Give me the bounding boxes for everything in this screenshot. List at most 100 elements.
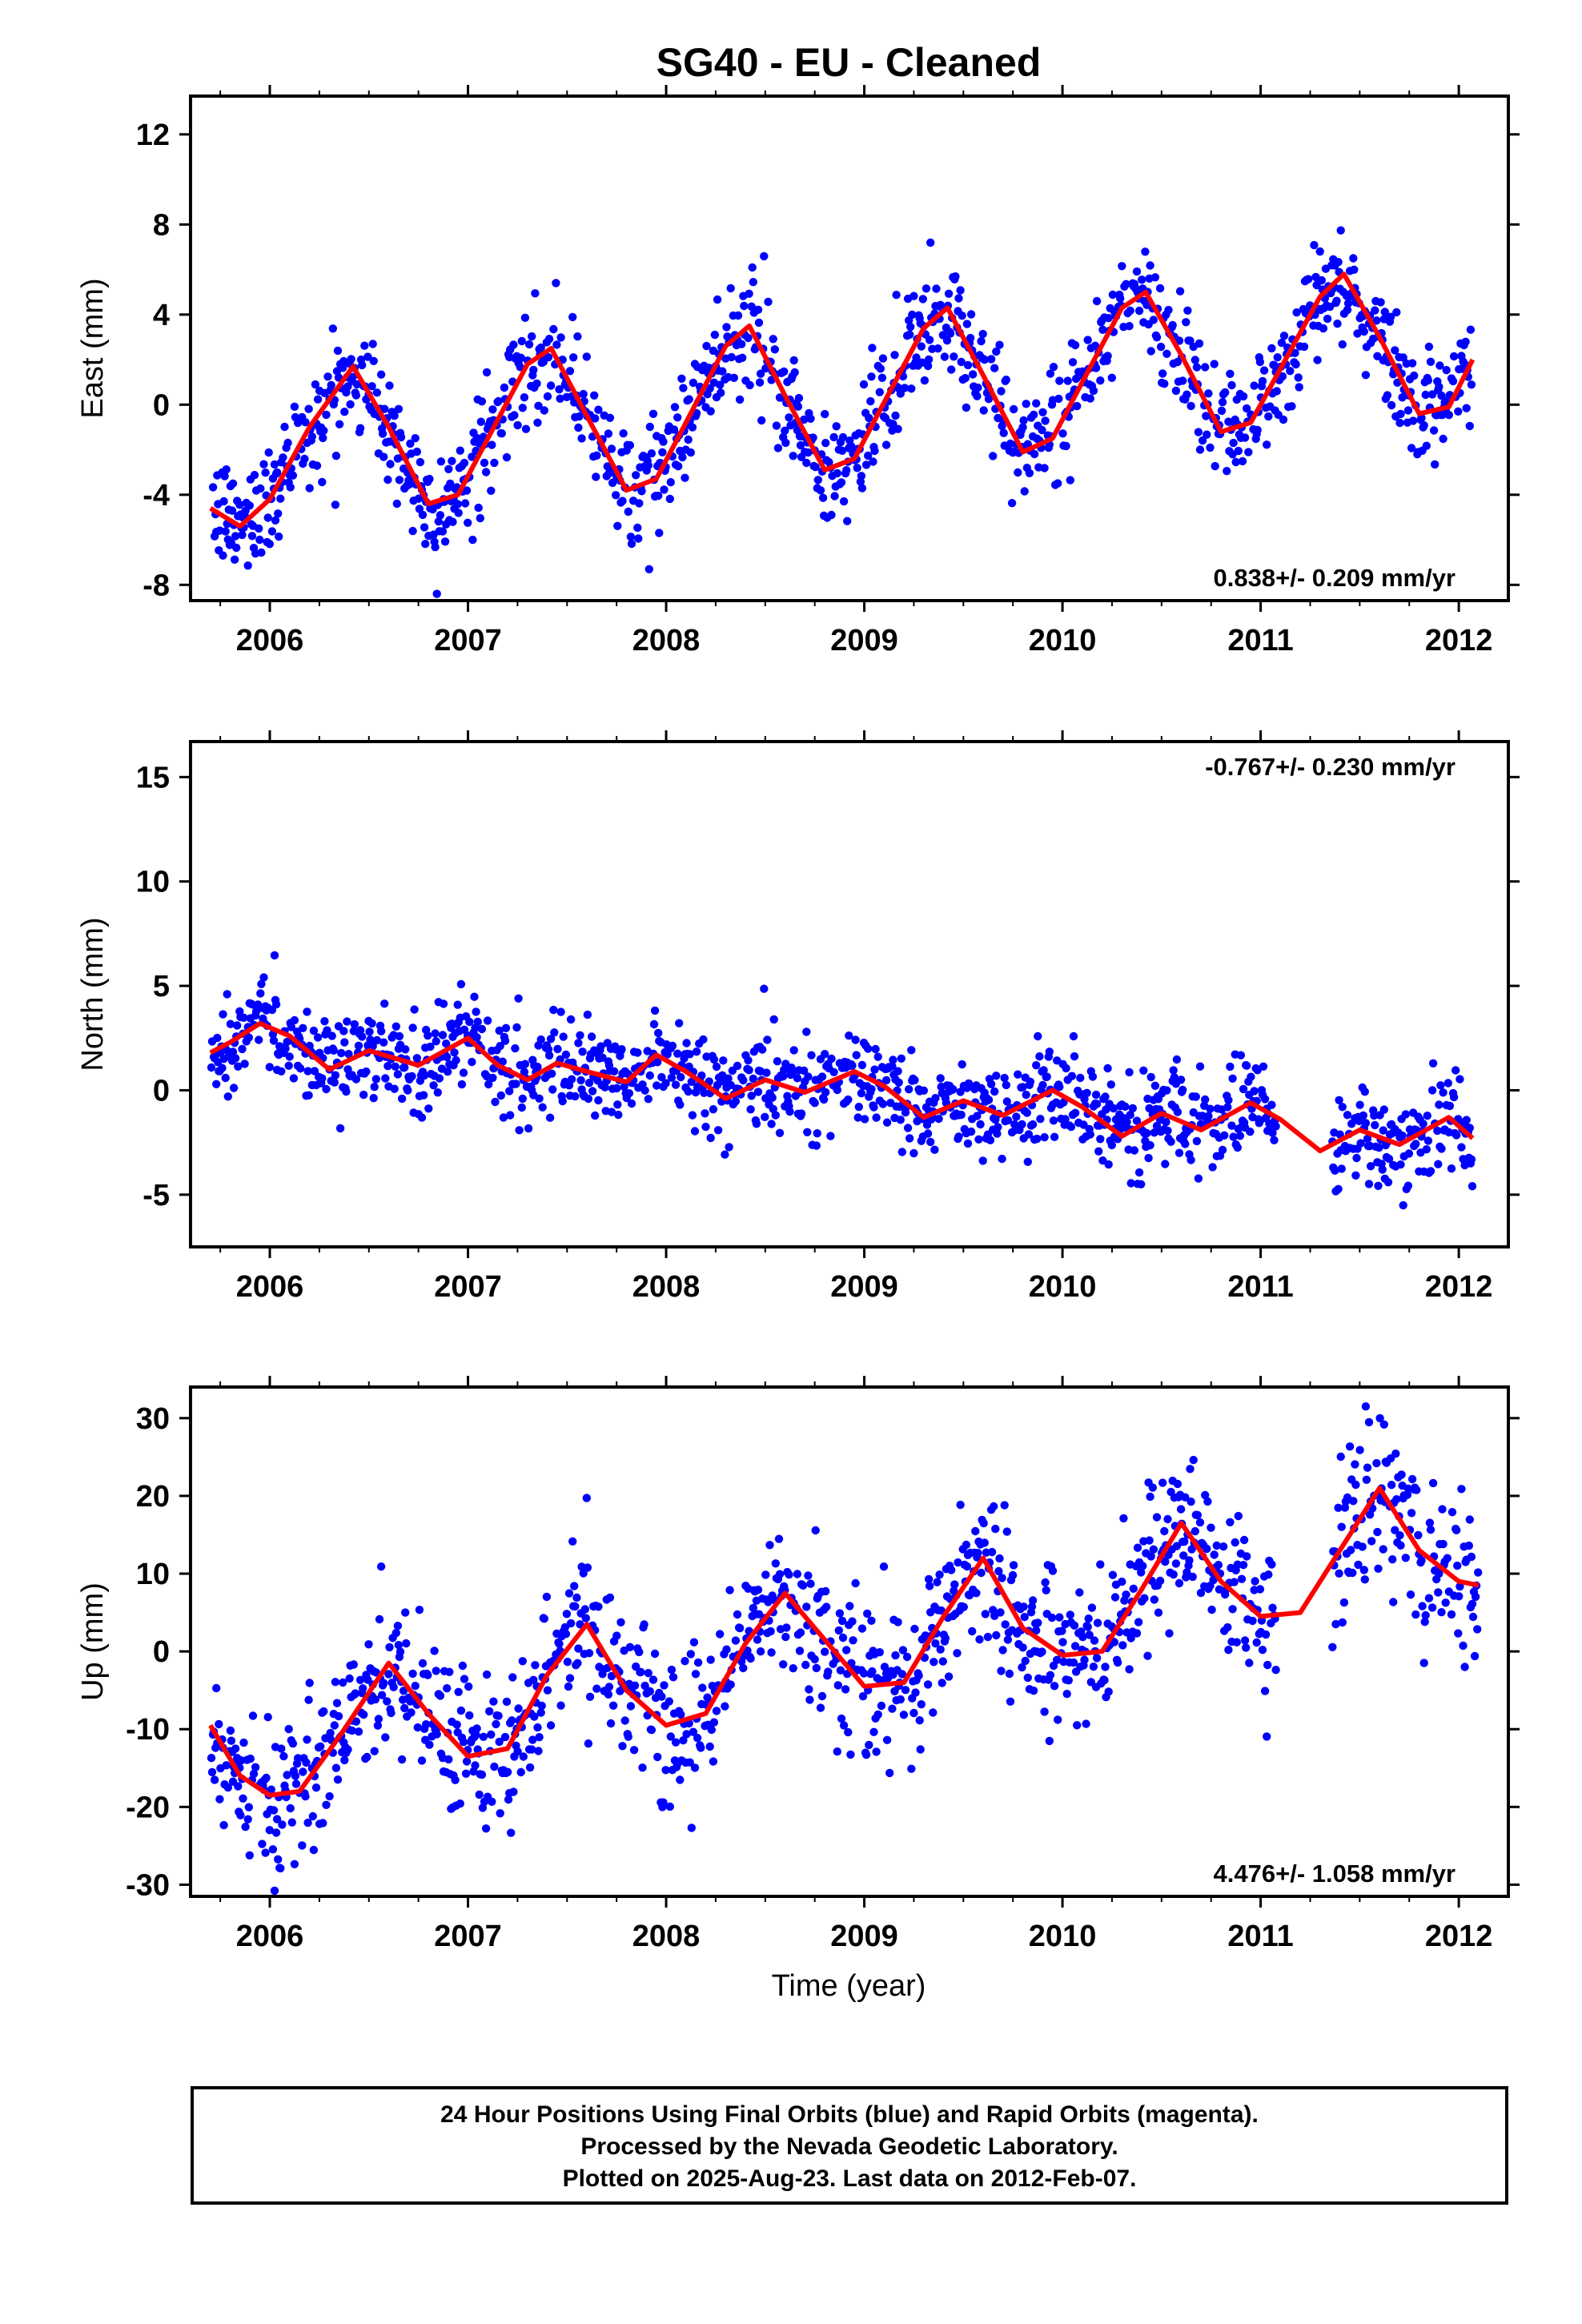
data-point xyxy=(490,1762,499,1771)
data-point xyxy=(950,352,958,361)
data-point xyxy=(1022,400,1030,408)
data-point xyxy=(1270,360,1279,370)
data-point xyxy=(548,1069,556,1078)
data-point xyxy=(220,472,229,480)
data-point xyxy=(872,1747,881,1756)
data-point xyxy=(1104,314,1113,323)
data-point xyxy=(957,1110,966,1120)
data-point xyxy=(685,1050,694,1059)
data-point xyxy=(851,1578,860,1588)
data-point xyxy=(793,1074,802,1083)
data-point xyxy=(244,1033,253,1042)
data-point xyxy=(339,1027,348,1035)
data-point xyxy=(977,336,986,346)
data-point xyxy=(709,1757,718,1766)
data-point xyxy=(304,404,313,413)
data-point xyxy=(653,1058,662,1067)
data-point xyxy=(1250,381,1259,390)
data-point xyxy=(618,497,627,505)
data-point xyxy=(1439,1088,1447,1097)
data-point xyxy=(1339,1598,1349,1607)
data-point xyxy=(498,1057,507,1066)
data-point xyxy=(339,1678,347,1687)
data-point xyxy=(1086,394,1095,403)
data-point xyxy=(824,1667,833,1676)
data-point xyxy=(793,402,803,411)
data-point xyxy=(789,452,797,460)
data-point xyxy=(223,1092,232,1101)
data-point xyxy=(1435,382,1443,392)
data-point xyxy=(1355,1100,1364,1109)
data-point xyxy=(980,355,990,364)
data-point xyxy=(710,330,720,340)
data-point xyxy=(1183,306,1192,315)
data-point xyxy=(386,460,395,468)
data-point xyxy=(1134,1618,1143,1626)
x-tick-label: 2012 xyxy=(1425,1270,1493,1304)
data-point xyxy=(701,1109,709,1118)
data-point xyxy=(1100,1675,1109,1685)
data-point xyxy=(265,540,274,549)
data-point xyxy=(1091,1090,1101,1100)
data-point xyxy=(1156,342,1166,352)
data-point xyxy=(238,1044,247,1054)
data-point xyxy=(401,1608,410,1617)
data-point xyxy=(925,1582,934,1590)
data-point xyxy=(1396,409,1405,419)
data-point xyxy=(802,1602,811,1611)
data-point xyxy=(1130,1146,1139,1155)
data-point xyxy=(227,1736,236,1745)
data-point xyxy=(383,475,392,485)
data-point xyxy=(419,1091,428,1100)
data-point xyxy=(746,1654,755,1663)
data-point xyxy=(1238,456,1247,466)
data-point xyxy=(504,1795,513,1804)
data-point xyxy=(1422,1145,1431,1154)
data-point xyxy=(716,1630,725,1638)
data-point xyxy=(925,336,934,344)
data-point xyxy=(1193,1510,1203,1520)
data-point xyxy=(839,1721,849,1730)
data-point xyxy=(878,1100,888,1108)
data-point xyxy=(859,380,869,389)
data-point xyxy=(528,332,536,341)
x-tick-label: 2006 xyxy=(236,624,304,657)
data-point xyxy=(753,1635,762,1644)
data-point xyxy=(635,1647,644,1657)
data-point xyxy=(1384,1154,1394,1164)
data-point xyxy=(1164,305,1173,315)
data-point xyxy=(1278,372,1287,381)
data-point xyxy=(230,555,239,564)
data-point xyxy=(1239,1084,1248,1094)
data-point xyxy=(1002,376,1011,384)
data-point xyxy=(995,1554,1004,1563)
data-point xyxy=(472,1033,481,1042)
data-point xyxy=(1192,363,1202,372)
data-point xyxy=(1373,1527,1382,1537)
data-point xyxy=(1361,1402,1371,1411)
data-point xyxy=(1173,1479,1182,1489)
data-point xyxy=(1125,1068,1134,1077)
data-point xyxy=(1260,1687,1270,1695)
data-point xyxy=(771,1559,780,1568)
data-point xyxy=(1237,1574,1247,1583)
data-point xyxy=(989,452,998,460)
data-point xyxy=(591,1111,600,1120)
data-point xyxy=(1433,1126,1442,1136)
data-point xyxy=(661,1766,670,1775)
data-point xyxy=(358,360,367,370)
data-point xyxy=(1116,294,1125,303)
data-point xyxy=(1034,1031,1042,1041)
data-point xyxy=(475,1790,484,1799)
data-point xyxy=(892,291,901,300)
data-point xyxy=(902,1652,912,1662)
data-point xyxy=(257,548,266,557)
data-point xyxy=(219,497,228,506)
data-point xyxy=(958,312,966,320)
data-point xyxy=(827,1054,836,1063)
data-point xyxy=(516,353,525,362)
data-point xyxy=(1210,1550,1219,1559)
data-point xyxy=(1376,298,1385,307)
data-point xyxy=(1434,1588,1443,1597)
data-point xyxy=(288,471,298,480)
